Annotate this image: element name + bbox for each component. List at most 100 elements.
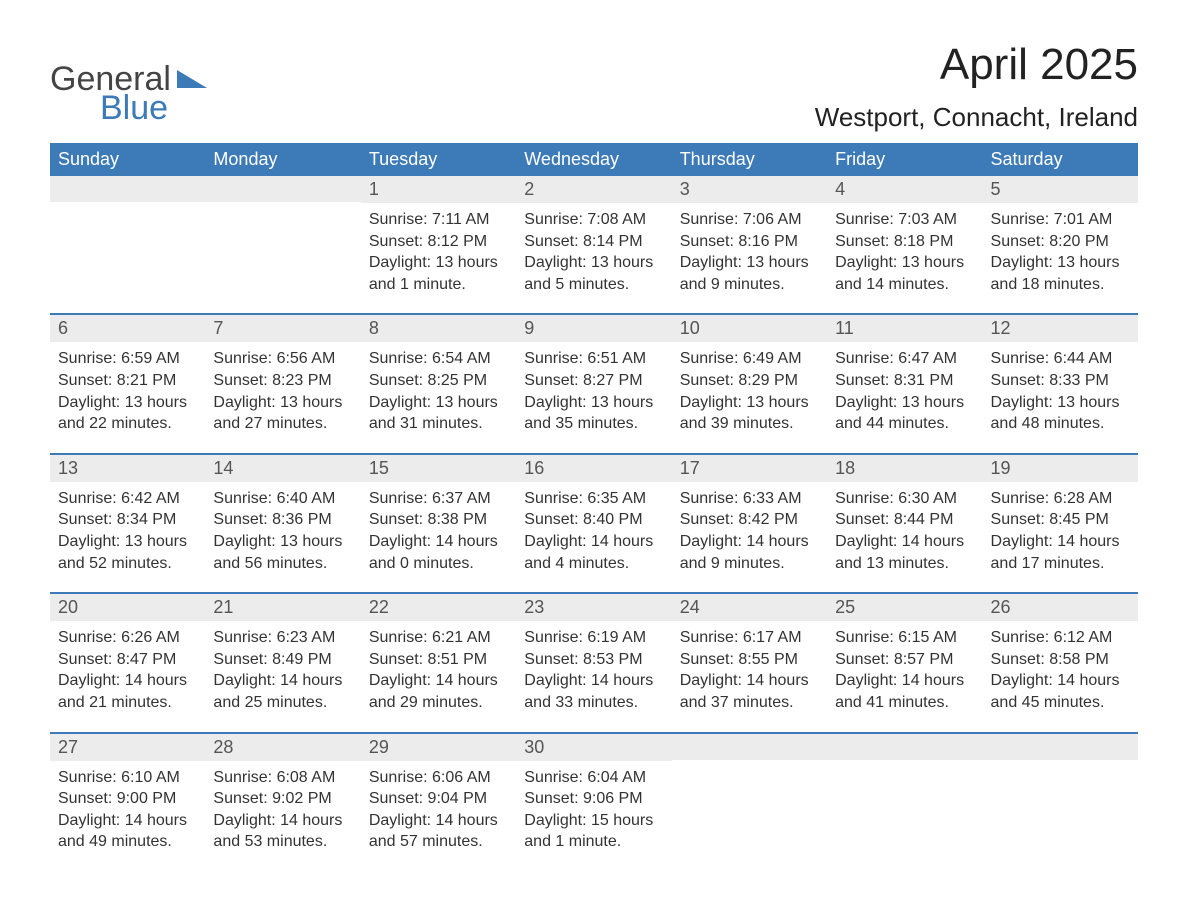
day-body: Sunrise: 6:49 AMSunset: 8:29 PMDaylight:… [672,342,827,452]
calendar-day [827,734,982,871]
sunset-text: Sunset: 9:00 PM [58,788,197,810]
day-number: 5 [983,176,1138,203]
day-body: Sunrise: 7:01 AMSunset: 8:20 PMDaylight:… [983,203,1138,313]
calendar-day: 29Sunrise: 6:06 AMSunset: 9:04 PMDayligh… [361,734,516,871]
calendar-day: 14Sunrise: 6:40 AMSunset: 8:36 PMDayligh… [205,455,360,592]
day-number [50,176,205,202]
sunset-text: Sunset: 9:02 PM [213,788,352,810]
sunset-text: Sunset: 8:18 PM [835,231,974,253]
day-body: Sunrise: 7:08 AMSunset: 8:14 PMDaylight:… [516,203,671,313]
sunrise-text: Sunrise: 6:40 AM [213,488,352,510]
calendar-day: 18Sunrise: 6:30 AMSunset: 8:44 PMDayligh… [827,455,982,592]
daylight-text: Daylight: 13 hours and 35 minutes. [524,392,663,435]
sunset-text: Sunset: 8:29 PM [680,370,819,392]
sunrise-text: Sunrise: 6:51 AM [524,348,663,370]
daylight-text: Daylight: 13 hours and 9 minutes. [680,252,819,295]
sunrise-text: Sunrise: 6:44 AM [991,348,1130,370]
calendar-day: 19Sunrise: 6:28 AMSunset: 8:45 PMDayligh… [983,455,1138,592]
sunrise-text: Sunrise: 6:37 AM [369,488,508,510]
calendar-day: 22Sunrise: 6:21 AMSunset: 8:51 PMDayligh… [361,594,516,731]
daylight-text: Daylight: 13 hours and 5 minutes. [524,252,663,295]
day-number [205,176,360,202]
day-number: 17 [672,455,827,482]
day-body: Sunrise: 6:56 AMSunset: 8:23 PMDaylight:… [205,342,360,452]
sunset-text: Sunset: 8:44 PM [835,509,974,531]
day-body: Sunrise: 6:30 AMSunset: 8:44 PMDaylight:… [827,482,982,592]
sunset-text: Sunset: 8:58 PM [991,649,1130,671]
daylight-text: Daylight: 14 hours and 53 minutes. [213,810,352,853]
day-body: Sunrise: 6:21 AMSunset: 8:51 PMDaylight:… [361,621,516,731]
calendar-week: 20Sunrise: 6:26 AMSunset: 8:47 PMDayligh… [50,592,1138,731]
title-block: April 2025 Westport, Connacht, Ireland [815,40,1138,133]
day-number: 1 [361,176,516,203]
sunrise-text: Sunrise: 6:12 AM [991,627,1130,649]
daylight-text: Daylight: 13 hours and 39 minutes. [680,392,819,435]
day-number: 26 [983,594,1138,621]
calendar-day: 16Sunrise: 6:35 AMSunset: 8:40 PMDayligh… [516,455,671,592]
sunrise-text: Sunrise: 6:19 AM [524,627,663,649]
day-number: 21 [205,594,360,621]
daylight-text: Daylight: 14 hours and 4 minutes. [524,531,663,574]
daylight-text: Daylight: 13 hours and 14 minutes. [835,252,974,295]
sunrise-text: Sunrise: 6:47 AM [835,348,974,370]
sunrise-text: Sunrise: 6:42 AM [58,488,197,510]
day-number: 14 [205,455,360,482]
day-body: Sunrise: 6:04 AMSunset: 9:06 PMDaylight:… [516,761,671,871]
header: General Blue April 2025 Westport, Connac… [50,40,1138,133]
dow-sunday: Sunday [50,143,205,176]
sunrise-text: Sunrise: 6:15 AM [835,627,974,649]
sunrise-text: Sunrise: 6:10 AM [58,767,197,789]
daylight-text: Daylight: 14 hours and 25 minutes. [213,670,352,713]
calendar-day: 25Sunrise: 6:15 AMSunset: 8:57 PMDayligh… [827,594,982,731]
day-body: Sunrise: 6:12 AMSunset: 8:58 PMDaylight:… [983,621,1138,731]
logo: General Blue [50,40,207,128]
sunset-text: Sunset: 8:49 PM [213,649,352,671]
sunset-text: Sunset: 8:45 PM [991,509,1130,531]
dow-wednesday: Wednesday [516,143,671,176]
day-number [983,734,1138,760]
day-body: Sunrise: 6:10 AMSunset: 9:00 PMDaylight:… [50,761,205,871]
daylight-text: Daylight: 13 hours and 18 minutes. [991,252,1130,295]
sunrise-text: Sunrise: 7:06 AM [680,209,819,231]
daylight-text: Daylight: 13 hours and 48 minutes. [991,392,1130,435]
sunset-text: Sunset: 8:16 PM [680,231,819,253]
daylight-text: Daylight: 13 hours and 44 minutes. [835,392,974,435]
calendar-day: 7Sunrise: 6:56 AMSunset: 8:23 PMDaylight… [205,315,360,452]
calendar-day: 11Sunrise: 6:47 AMSunset: 8:31 PMDayligh… [827,315,982,452]
calendar-day: 5Sunrise: 7:01 AMSunset: 8:20 PMDaylight… [983,176,1138,313]
calendar-day: 17Sunrise: 6:33 AMSunset: 8:42 PMDayligh… [672,455,827,592]
logo-triangle-icon [177,70,207,88]
day-number [672,734,827,760]
day-body: Sunrise: 6:17 AMSunset: 8:55 PMDaylight:… [672,621,827,731]
sunset-text: Sunset: 9:04 PM [369,788,508,810]
calendar-day: 6Sunrise: 6:59 AMSunset: 8:21 PMDaylight… [50,315,205,452]
day-body: Sunrise: 6:15 AMSunset: 8:57 PMDaylight:… [827,621,982,731]
day-number: 7 [205,315,360,342]
day-body: Sunrise: 6:40 AMSunset: 8:36 PMDaylight:… [205,482,360,592]
day-body: Sunrise: 6:06 AMSunset: 9:04 PMDaylight:… [361,761,516,871]
calendar-week: 1Sunrise: 7:11 AMSunset: 8:12 PMDaylight… [50,176,1138,313]
sunrise-text: Sunrise: 6:04 AM [524,767,663,789]
daylight-text: Daylight: 13 hours and 1 minute. [369,252,508,295]
sunset-text: Sunset: 8:36 PM [213,509,352,531]
daylight-text: Daylight: 15 hours and 1 minute. [524,810,663,853]
day-number: 6 [50,315,205,342]
daylight-text: Daylight: 14 hours and 57 minutes. [369,810,508,853]
sunset-text: Sunset: 8:34 PM [58,509,197,531]
dow-tuesday: Tuesday [361,143,516,176]
calendar-day: 3Sunrise: 7:06 AMSunset: 8:16 PMDaylight… [672,176,827,313]
sunset-text: Sunset: 8:27 PM [524,370,663,392]
day-number: 10 [672,315,827,342]
sunrise-text: Sunrise: 7:08 AM [524,209,663,231]
calendar-day: 30Sunrise: 6:04 AMSunset: 9:06 PMDayligh… [516,734,671,871]
sunset-text: Sunset: 9:06 PM [524,788,663,810]
location: Westport, Connacht, Ireland [815,102,1138,133]
daylight-text: Daylight: 14 hours and 29 minutes. [369,670,508,713]
daylight-text: Daylight: 14 hours and 41 minutes. [835,670,974,713]
calendar-day: 10Sunrise: 6:49 AMSunset: 8:29 PMDayligh… [672,315,827,452]
sunset-text: Sunset: 8:38 PM [369,509,508,531]
sunrise-text: Sunrise: 6:17 AM [680,627,819,649]
day-body: Sunrise: 6:23 AMSunset: 8:49 PMDaylight:… [205,621,360,731]
sunset-text: Sunset: 8:40 PM [524,509,663,531]
day-body: Sunrise: 6:47 AMSunset: 8:31 PMDaylight:… [827,342,982,452]
